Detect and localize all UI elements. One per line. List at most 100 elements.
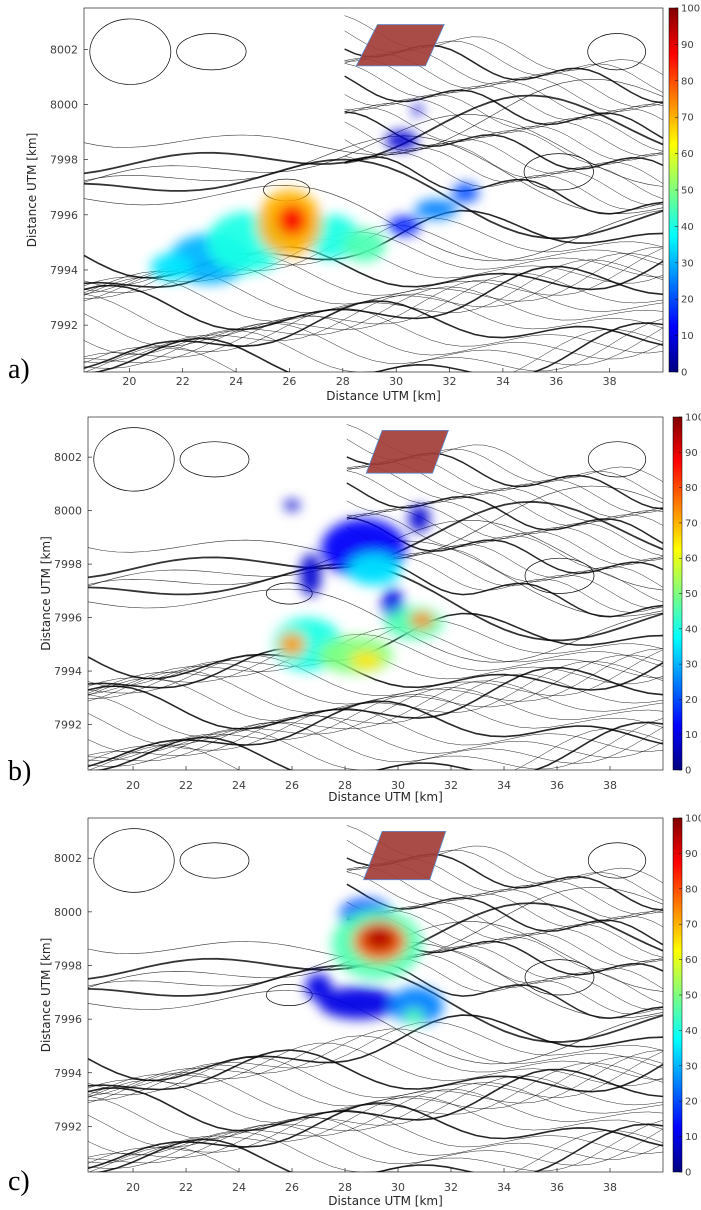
colorbar-tick-label: 90 [685,849,698,860]
y-tick-label: 7994 [54,665,82,678]
x-tick-label: 26 [285,779,299,792]
panel-c: 20 22 24 26 28 30 32 34 36 38 7992 7994 7996 7998 8000… [0,807,701,1210]
plume-blob [299,553,322,597]
panel-letter: b) [8,756,31,787]
x-tick-label: 32 [443,375,457,388]
colorbar-tick-label: 20 [681,295,694,306]
x-tick-label: 24 [232,1181,246,1194]
panel-letter: a) [8,354,30,385]
y-tick-label: 7992 [50,319,78,332]
colorbar-tick-label: 80 [685,884,698,895]
y-tick-label: 7996 [54,612,82,625]
map-layer [88,825,663,1172]
map-layer [88,424,663,770]
y-axis-label: Distance UTM [km] [39,536,53,651]
panel-a: 20 22 24 26 28 30 32 34 36 38 7992 7994 7996 7998 8000… [0,0,701,405]
colorbar-tick-label: 50 [685,991,698,1002]
colorbar-tick-label: 20 [685,1097,698,1108]
colorbar-tick-label: 70 [681,113,694,124]
source-area [363,830,447,881]
topographic-contours [88,825,663,1172]
x-tick-label: 20 [126,779,140,792]
plume-blob [409,612,434,629]
y-axis-label: Distance UTM [km] [25,133,39,248]
x-tick-label: 36 [550,1181,564,1194]
plume-concentration [273,499,444,674]
colorbar-tick-label: 10 [685,730,698,741]
colorbar-tick-label: 30 [681,258,694,269]
colorbar-tick-label: 50 [685,589,698,600]
source-area [365,429,449,474]
y-tick-label: 8002 [54,451,82,464]
y-tick-label: 7996 [50,209,78,222]
x-tick-label: 38 [603,1181,617,1194]
colorbar-tick-label: 100 [685,814,701,825]
y-tick-label: 7992 [54,719,82,732]
plume-blob [414,199,458,219]
plume-blob [150,253,194,281]
map-layer [84,15,663,372]
colorbar-tick-label: 20 [685,695,698,706]
colorbar-tick-label: 0 [681,368,687,379]
map-panel-a: 20 22 24 26 28 30 32 34 36 38 7992 7994 7996 7998 8000… [8,4,700,404]
y-tick-label: 8002 [50,43,78,56]
y-tick-label: 7996 [54,1013,82,1026]
colorbar-tick-label: 80 [685,483,698,494]
y-tick-label: 8000 [54,505,82,518]
colorbar-tick-label: 70 [685,518,698,529]
x-tick-label: 20 [126,1181,140,1194]
colorbar-tick-label: 30 [685,660,698,671]
y-tick-label: 8002 [54,852,82,865]
x-tick-label: 22 [176,375,190,388]
x-tick-label: 28 [338,1181,352,1194]
plume-blob [342,228,386,262]
y-tick-label: 7992 [54,1120,82,1133]
plume-concentration [305,898,444,1025]
colorbar-tick-label: 0 [685,1168,691,1179]
axes-frame [83,7,664,373]
x-tick-label: 28 [336,375,350,388]
x-tick-label: 30 [389,375,403,388]
colorbar-tick-label: 60 [681,149,694,160]
x-tick-label: 20 [122,375,136,388]
plume-blob [408,505,430,532]
x-tick-label: 26 [282,375,296,388]
x-tick-label: 38 [603,779,617,792]
plume-blob [390,986,444,1025]
colorbar-tick-label: 90 [685,448,698,459]
x-tick-label: 28 [338,779,352,792]
x-tick-label: 22 [179,779,193,792]
source-area [355,24,445,67]
x-tick-label: 34 [497,779,511,792]
plume-blob [278,632,306,657]
colorbar-tick-label: 50 [681,186,694,197]
y-tick-label: 7994 [54,1067,82,1080]
plume-blob [403,1008,425,1025]
y-tick-label: 7998 [50,154,78,167]
colorbar-tick-label: 80 [681,76,694,87]
x-tick-label: 30 [391,779,405,792]
y-tick-label: 7998 [54,558,82,571]
plume-blob [305,973,332,1001]
colorbar-tick-label: 40 [681,222,694,233]
x-tick-label: 34 [496,375,510,388]
x-tick-label: 24 [232,779,246,792]
y-tick-label: 7998 [54,960,82,973]
plume-blob [277,205,307,236]
x-tick-label: 36 [550,779,564,792]
plume-blob [452,183,479,203]
x-axis-label: Distance UTM [km] [328,1194,443,1208]
colorbar-tick-label: 10 [685,1132,698,1143]
x-tick-label: 36 [549,375,563,388]
plume-blob [318,986,399,1020]
plume-blob [385,130,418,151]
x-tick-label: 24 [229,375,243,388]
colorbar-tick-label: 100 [685,413,701,424]
colorbar-tick-label: 90 [681,40,694,51]
x-tick-label: 38 [603,375,617,388]
y-axis-label: Distance UTM [km] [39,938,53,1053]
plume-blob [350,650,383,670]
y-tick-label: 7994 [50,264,78,277]
x-tick-label: 30 [391,1181,405,1194]
plume-concentration [150,104,479,284]
